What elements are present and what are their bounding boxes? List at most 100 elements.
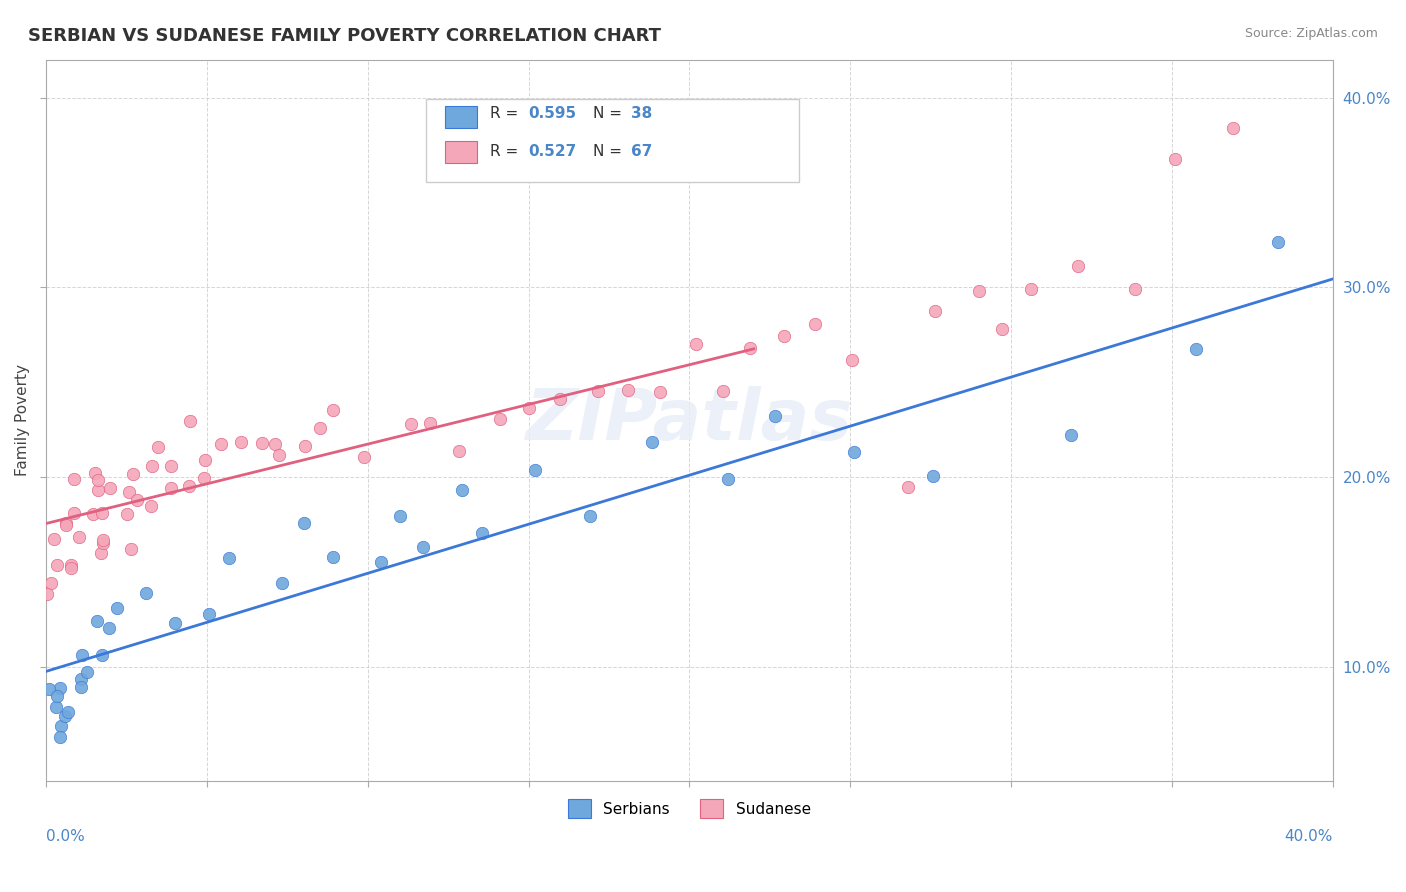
Point bbox=[717, 472, 740, 486]
Point bbox=[399, 417, 422, 431]
Point bbox=[46, 689, 69, 703]
Point bbox=[177, 479, 200, 493]
Point bbox=[1164, 152, 1187, 166]
Point bbox=[471, 526, 494, 541]
Point bbox=[489, 412, 512, 426]
Text: R =: R = bbox=[489, 106, 523, 121]
Text: 40.0%: 40.0% bbox=[1285, 829, 1333, 844]
Point bbox=[120, 541, 142, 556]
Text: 0.527: 0.527 bbox=[529, 144, 576, 159]
Text: 38: 38 bbox=[631, 106, 652, 121]
Point bbox=[617, 383, 640, 397]
Point bbox=[250, 435, 273, 450]
Text: 0.595: 0.595 bbox=[529, 106, 576, 121]
Text: 67: 67 bbox=[631, 144, 652, 159]
Point bbox=[641, 435, 664, 450]
Point bbox=[44, 532, 66, 546]
Point bbox=[118, 484, 141, 499]
Point bbox=[841, 353, 863, 368]
Point bbox=[322, 402, 344, 417]
Point bbox=[55, 517, 77, 532]
Point bbox=[41, 575, 63, 590]
Text: 0.0%: 0.0% bbox=[46, 829, 84, 844]
Point bbox=[67, 530, 90, 544]
Point bbox=[90, 546, 112, 560]
Point bbox=[269, 448, 291, 462]
Point bbox=[82, 508, 104, 522]
Point bbox=[586, 384, 609, 398]
Text: SERBIAN VS SUDANESE FAMILY POVERTY CORRELATION CHART: SERBIAN VS SUDANESE FAMILY POVERTY CORRE… bbox=[28, 27, 661, 45]
Point bbox=[141, 459, 163, 474]
Point bbox=[86, 483, 108, 497]
Point bbox=[322, 549, 344, 564]
Point bbox=[69, 681, 91, 695]
Point bbox=[86, 614, 108, 628]
Point bbox=[353, 450, 375, 464]
Point bbox=[803, 317, 825, 331]
Point bbox=[117, 508, 139, 522]
Point bbox=[292, 516, 315, 530]
Point bbox=[1123, 282, 1146, 296]
Point bbox=[524, 463, 547, 477]
Point bbox=[763, 409, 786, 423]
Point bbox=[55, 516, 77, 530]
Point bbox=[70, 648, 93, 663]
Point bbox=[51, 719, 73, 733]
Point bbox=[165, 615, 187, 630]
Point bbox=[412, 540, 434, 554]
Point bbox=[842, 444, 865, 458]
Point bbox=[1060, 428, 1083, 442]
Point bbox=[218, 551, 240, 566]
Point bbox=[924, 303, 946, 318]
Point bbox=[294, 439, 316, 453]
Point bbox=[194, 452, 217, 467]
Point bbox=[70, 672, 93, 686]
Point bbox=[62, 507, 84, 521]
Text: R =: R = bbox=[489, 144, 523, 159]
Point bbox=[53, 709, 76, 723]
Point bbox=[1067, 259, 1090, 273]
Point bbox=[98, 481, 121, 495]
Point bbox=[63, 472, 86, 486]
Text: ZIPatlas: ZIPatlas bbox=[526, 386, 853, 455]
Point bbox=[418, 416, 440, 430]
Point bbox=[160, 481, 183, 495]
Point bbox=[49, 731, 72, 745]
Point bbox=[548, 392, 571, 406]
Point bbox=[97, 621, 120, 635]
Point bbox=[447, 444, 470, 458]
Point bbox=[579, 508, 602, 523]
Point bbox=[105, 600, 128, 615]
Point bbox=[897, 480, 920, 494]
Legend: Serbians, Sudanese: Serbians, Sudanese bbox=[562, 793, 817, 824]
Point bbox=[91, 533, 114, 547]
Point bbox=[263, 437, 285, 451]
FancyBboxPatch shape bbox=[426, 99, 799, 182]
Point bbox=[141, 500, 163, 514]
Point bbox=[58, 705, 80, 719]
Point bbox=[685, 336, 707, 351]
Point bbox=[45, 699, 67, 714]
Point bbox=[1185, 342, 1208, 356]
Point bbox=[922, 469, 945, 483]
Point bbox=[60, 558, 83, 573]
Point bbox=[1267, 235, 1289, 249]
Point bbox=[738, 341, 761, 355]
Point bbox=[229, 435, 252, 450]
Point bbox=[388, 509, 411, 524]
Point bbox=[772, 328, 794, 343]
Y-axis label: Family Poverty: Family Poverty bbox=[15, 364, 30, 476]
Point bbox=[135, 585, 157, 599]
Point bbox=[38, 682, 60, 697]
Point bbox=[179, 414, 201, 428]
Point bbox=[991, 322, 1014, 336]
Point bbox=[308, 421, 330, 435]
FancyBboxPatch shape bbox=[444, 141, 477, 162]
Point bbox=[193, 471, 215, 485]
Point bbox=[125, 493, 148, 508]
Point bbox=[209, 436, 232, 450]
Point bbox=[46, 558, 69, 573]
Text: N =: N = bbox=[593, 144, 627, 159]
Point bbox=[37, 587, 59, 601]
Point bbox=[60, 561, 83, 575]
